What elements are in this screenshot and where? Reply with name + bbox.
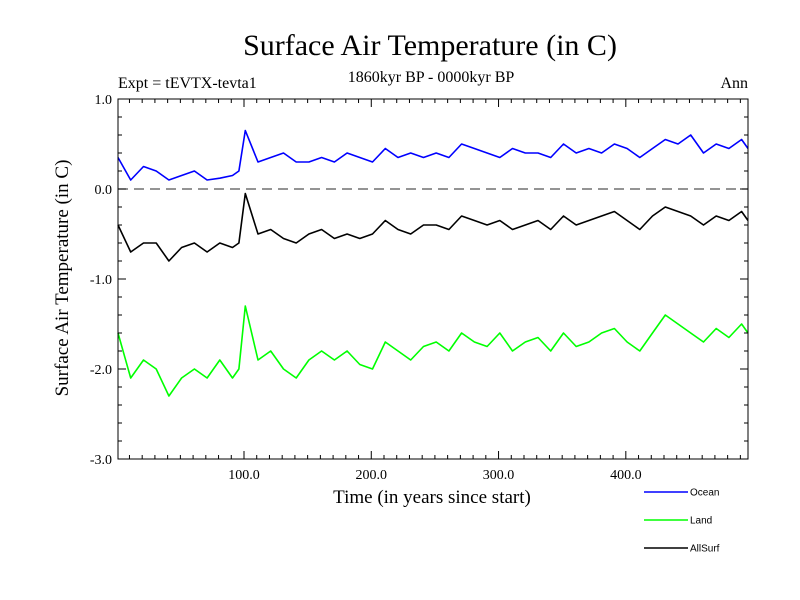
season-label: Ann: [720, 75, 748, 92]
legend-label-allsurf: AllSurf: [690, 544, 720, 555]
series-ocean-line: [117, 129, 749, 181]
x-tick-label: 400.0: [610, 468, 642, 483]
y-tick-label: 0.0: [95, 183, 113, 198]
series-land-line: [117, 305, 749, 397]
x-axis-label: Time (in years since start): [333, 487, 531, 508]
y-tick-label: -1.0: [90, 273, 112, 288]
chart-subtitle: 1860kyr BP - 0000kyr BP: [348, 69, 515, 86]
legend-label-land: Land: [690, 516, 712, 527]
x-tick-label: 200.0: [356, 468, 388, 483]
ticks-layer: 100.0 200.0 300.0 400.0 1.0 0.0 -1.0 -2.0 -3.0: [90, 93, 748, 483]
x-tick-label: 100.0: [228, 468, 260, 483]
y-tick-label: -2.0: [90, 363, 112, 378]
y-tick-label: -3.0: [90, 453, 112, 468]
series-layer: [117, 129, 749, 397]
chart-title: Surface Air Temperature (in C): [243, 29, 617, 62]
legend: Ocean Land AllSurf: [644, 488, 720, 555]
y-tick-label: 1.0: [95, 93, 113, 108]
y-axis-label: Surface Air Temperature (in C): [52, 160, 73, 397]
legend-label-ocean: Ocean: [690, 488, 719, 499]
series-allsurf-line: [117, 192, 749, 262]
plot-frame: [117, 98, 749, 460]
experiment-label: Expt = tEVTX-tevta1: [118, 75, 257, 92]
x-tick-label: 300.0: [483, 468, 515, 483]
plot-area: 100.0 200.0 300.0 400.0 1.0 0.0 -1.0 -2.0 -3.0: [90, 93, 749, 483]
